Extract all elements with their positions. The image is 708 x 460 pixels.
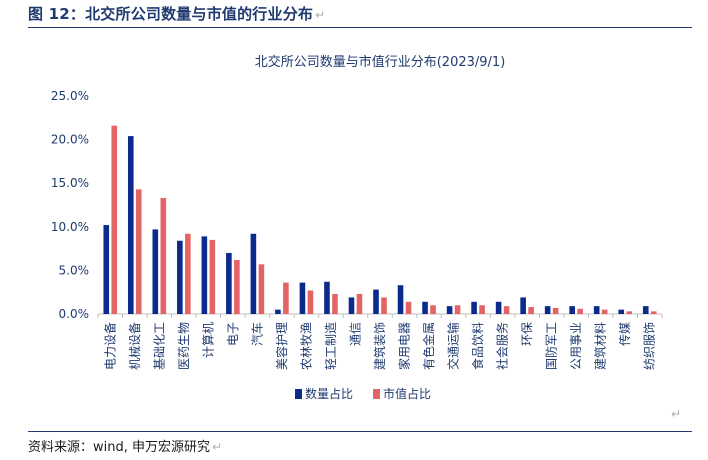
bar-count-share (593, 306, 600, 314)
legend-label: 数量占比 (305, 386, 353, 401)
bar-count-share (495, 301, 502, 314)
x-category-label: 有色金属 (421, 322, 436, 370)
x-category-label: 社会服务 (495, 322, 510, 370)
bar-value-share (479, 305, 485, 314)
bar-count-share (618, 309, 625, 314)
x-category-label: 建筑材料 (593, 322, 608, 370)
bar-value-share (135, 189, 142, 314)
bar-value-share (332, 293, 338, 314)
y-tick-label: 25.0% (51, 89, 89, 103)
legend-swatch-value (373, 389, 380, 399)
bar-count-share (446, 306, 453, 314)
x-category-label: 美容护理 (274, 322, 289, 370)
bar-value-share (283, 282, 289, 314)
bar-value-share (454, 305, 461, 314)
y-tick-label: 0.0% (59, 307, 90, 321)
x-category-label: 传媒 (617, 322, 632, 346)
bar-count-share (422, 301, 428, 314)
x-category-label: 家用电器 (397, 322, 412, 370)
x-category-label: 医药生物 (177, 322, 191, 370)
bar-count-share (471, 301, 477, 314)
bar-count-share (397, 285, 404, 314)
figure-title-text: 图 12：北交所公司数量与市值的行业分布 (28, 5, 314, 23)
bar-count-share (324, 281, 330, 314)
bar-count-share (544, 306, 551, 314)
bar-value-share (601, 309, 608, 314)
bar-value-share (552, 307, 559, 314)
bar-value-share (258, 264, 265, 314)
bar-value-share (650, 311, 657, 314)
bar-count-share (226, 252, 232, 314)
x-category-label: 食品饮料 (470, 322, 485, 370)
bar-count-share (520, 297, 526, 314)
x-category-label: 机械设备 (127, 322, 142, 370)
bar-value-share (209, 239, 216, 314)
bar-value-share (626, 311, 633, 314)
legend-label: 市值占比 (383, 386, 431, 401)
bar-value-share (234, 259, 240, 314)
bar-value-share (381, 297, 387, 314)
x-category-label: 通信 (348, 322, 362, 346)
bar-count-share (177, 240, 183, 314)
bar-value-share (577, 308, 583, 314)
bar-count-share (275, 309, 281, 314)
bar-count-share (250, 233, 257, 314)
bar-value-share (503, 306, 510, 314)
bar-value-share (185, 233, 191, 314)
x-category-label: 电子 (226, 322, 240, 346)
y-tick-label: 10.0% (51, 220, 89, 234)
x-category-label: 农林牧渔 (299, 322, 313, 370)
bar-value-share (160, 198, 167, 314)
chart-title: 北交所公司数量与市值行业分布(2023/9/1) (255, 54, 506, 70)
figure-header: 图 12：北交所公司数量与市值的行业分布 ↵ (0, 0, 708, 28)
bar-count-share (299, 282, 306, 314)
x-category-label: 环保 (520, 322, 534, 346)
y-tick-label: 20.0% (51, 133, 89, 147)
bar-count-share (127, 136, 134, 314)
y-tick-label: 5.0% (59, 263, 90, 277)
x-category-label: 交通运输 (446, 322, 461, 370)
y-tick-label: 15.0% (51, 176, 89, 190)
bar-value-share (111, 125, 118, 314)
bar-count-share (103, 225, 110, 314)
source-text: 资料来源：wind, 申万宏源研究 (28, 440, 211, 455)
x-category-label: 汽车 (249, 322, 264, 346)
bar-value-share (430, 305, 436, 314)
bar-value-share (528, 307, 534, 314)
x-category-label: 基础化工 (152, 322, 166, 370)
bar-chart: 北交所公司数量与市值行业分布(2023/9/1) 0.0% 5.0% 10.0% 15.… (51, 54, 663, 401)
paragraph-mark-icon: ↵ (671, 407, 682, 421)
bar-count-share (569, 306, 575, 314)
bar-count-share (152, 229, 159, 314)
bar-count-share (348, 297, 355, 314)
paragraph-mark-icon: ↵ (212, 440, 223, 454)
top-rule (28, 27, 692, 28)
bar-count-share (642, 306, 649, 314)
x-category-label: 公用事业 (569, 322, 583, 370)
bottom-rule (28, 431, 692, 432)
x-category-label: 国防军工 (544, 322, 559, 370)
bar-count-share (201, 236, 208, 314)
x-category-label: 计算机 (200, 322, 215, 358)
x-category-label: 建筑装饰 (372, 322, 387, 370)
figure-title: 图 12：北交所公司数量与市值的行业分布 ↵ (28, 3, 325, 24)
bar-value-share (405, 301, 412, 314)
bar-value-share (307, 290, 314, 314)
legend-swatch-count (295, 389, 302, 399)
bar-value-share (356, 293, 363, 314)
bar-count-share (373, 289, 379, 314)
paragraph-mark-icon: ↵ (315, 8, 326, 22)
x-category-label: 电力设备 (103, 322, 117, 370)
x-category-label: 轻工制造 (324, 322, 338, 370)
source-note: 资料来源：wind, 申万宏源研究 ↵ (28, 436, 222, 455)
x-category-label: 纺织服饰 (643, 322, 657, 370)
